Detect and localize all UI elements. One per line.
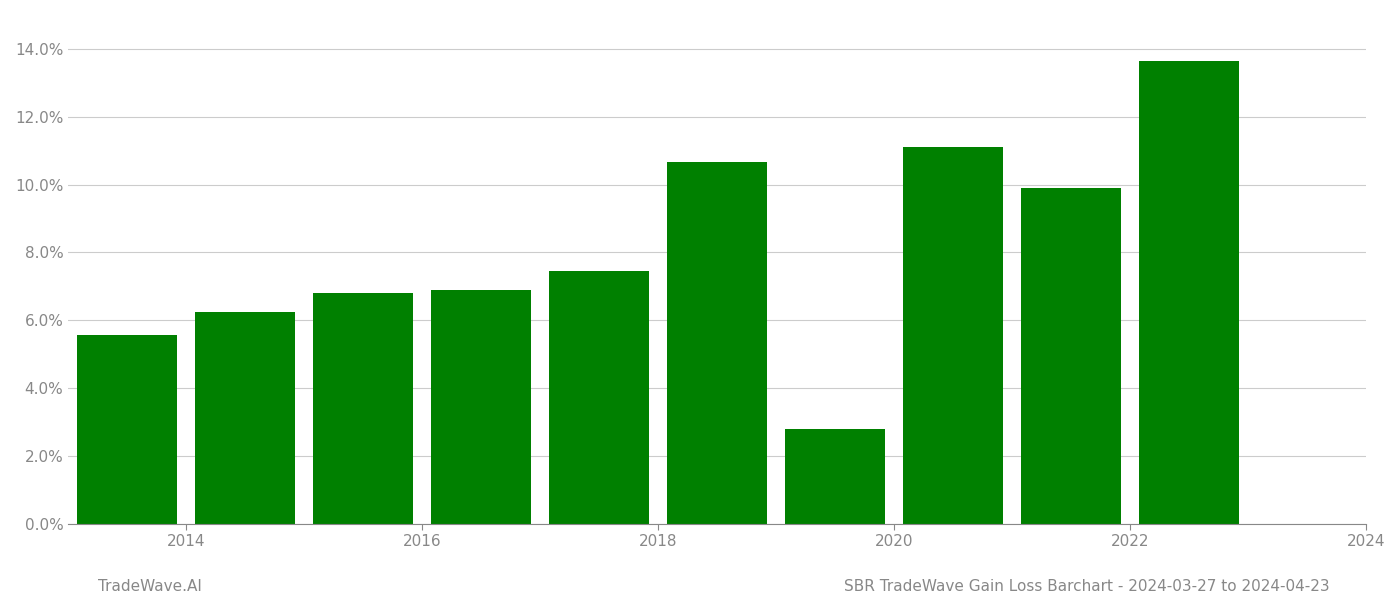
Bar bbox=[549, 271, 650, 524]
Bar bbox=[1021, 188, 1121, 524]
Bar bbox=[785, 428, 885, 524]
Bar bbox=[903, 147, 1002, 524]
Bar bbox=[195, 311, 295, 524]
Bar bbox=[314, 293, 413, 524]
Bar bbox=[666, 163, 767, 524]
Bar bbox=[431, 290, 531, 524]
Text: SBR TradeWave Gain Loss Barchart - 2024-03-27 to 2024-04-23: SBR TradeWave Gain Loss Barchart - 2024-… bbox=[844, 579, 1330, 594]
Text: TradeWave.AI: TradeWave.AI bbox=[98, 579, 202, 594]
Bar bbox=[77, 335, 178, 524]
Bar bbox=[1138, 61, 1239, 524]
